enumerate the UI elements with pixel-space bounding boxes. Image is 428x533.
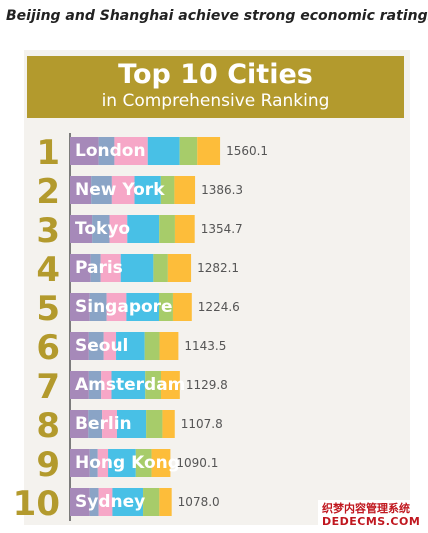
bar-segment [197,137,221,165]
bar-segment [167,254,192,282]
city-label: Tokyo [75,219,130,239]
watermark-url: DEDECMS.COM [322,515,421,528]
city-label: Seoul [75,336,128,356]
bar-segment [153,254,168,282]
bar-segment [147,137,180,165]
rank-label: 6 [36,328,60,368]
bar-segment [70,488,90,516]
value-label: 1129.8 [186,378,228,392]
bar-segment [151,449,171,477]
bar-segment [109,215,128,243]
value-label: 1143.5 [184,339,226,353]
bar-segment [144,332,160,360]
bar-segment [90,254,101,282]
bar-segment [70,215,93,243]
bar-segment [98,488,113,516]
city-label: Amsterdam [75,375,185,395]
bar-segment [70,371,89,399]
bar-segment [89,488,99,516]
bar-segment [114,137,148,165]
bar-segment [112,488,144,516]
watermark-background [318,500,428,533]
bar-segment [159,332,179,360]
bar-segment [146,410,163,438]
bar-segment [98,137,115,165]
city-label: London [75,141,146,161]
rank-label: 9 [36,445,60,485]
bar-segment [116,410,147,438]
bar-segment [102,410,117,438]
bar-segment [70,176,92,204]
bar-segment [70,449,90,477]
bar-segment [120,254,154,282]
bar-segment [88,410,103,438]
value-label: 1078.0 [178,495,220,509]
value-label: 1386.3 [201,183,243,197]
bar-segment [134,176,161,204]
city-label: New York [75,180,165,200]
bar-segment [126,293,159,321]
rank-label: 2 [36,172,60,212]
bar-segment [145,371,161,399]
bar-segment [174,215,195,243]
bar-segment [70,410,89,438]
city-label: Berlin [75,414,132,434]
chart-banner: Top 10 Cities in Comprehensive Ranking [27,56,404,118]
bar-segment [70,137,99,165]
bar-segment [159,215,175,243]
rank-label: 10 [13,484,60,524]
bar-segment [143,488,160,516]
headline: Beijing and Shanghai achieve strong econ… [6,8,428,24]
watermark-text: 织梦内容管理系统 [322,502,410,515]
chart-title: Top 10 Cities [118,59,313,90]
value-label: 1107.8 [181,417,223,431]
bar-segment [103,332,117,360]
bar-segment [158,293,173,321]
bar-segment [70,293,90,321]
bar-segment [88,332,104,360]
bar-segment [159,488,172,516]
bar-segment [89,449,98,477]
bar-segment [101,371,112,399]
bar-segment [135,449,152,477]
bar-segment [111,371,146,399]
bar-segment [111,176,135,204]
city-label: Hong Kong [75,453,180,473]
value-label: 1560.1 [226,144,268,158]
infographic-panel [24,50,410,525]
bar-segment [91,176,112,204]
bar-segment [92,215,110,243]
bar-segment [127,215,160,243]
bar-segment [172,293,192,321]
city-label: Singapore [75,297,173,317]
bar-segment [162,410,175,438]
bar-segment [116,332,145,360]
rank-label: 4 [36,250,60,290]
bar-segment [174,176,196,204]
bar-segment [179,137,198,165]
value-label: 1354.7 [201,222,243,236]
rank-label: 7 [36,367,60,407]
rank-label: 3 [36,211,60,251]
bar-segment [70,254,91,282]
chart-subtitle: in Comprehensive Ranking [101,91,330,111]
city-label: Sydney [75,492,145,512]
rank-label: 5 [36,289,60,329]
bar-segment [88,371,102,399]
bar-segment [100,254,121,282]
bar-segment [108,449,136,477]
value-label: 1224.6 [198,300,240,314]
bar-segment [70,332,89,360]
bar-segment [160,176,175,204]
bar-segment [97,449,109,477]
bar-segment [89,293,107,321]
value-label: 1090.1 [176,456,218,470]
rank-label: 8 [36,406,60,446]
rank-label: 1 [36,133,60,173]
bar-segment [160,371,180,399]
value-label: 1282.1 [197,261,239,275]
city-label: Paris [75,258,123,278]
bar-segment [106,293,127,321]
